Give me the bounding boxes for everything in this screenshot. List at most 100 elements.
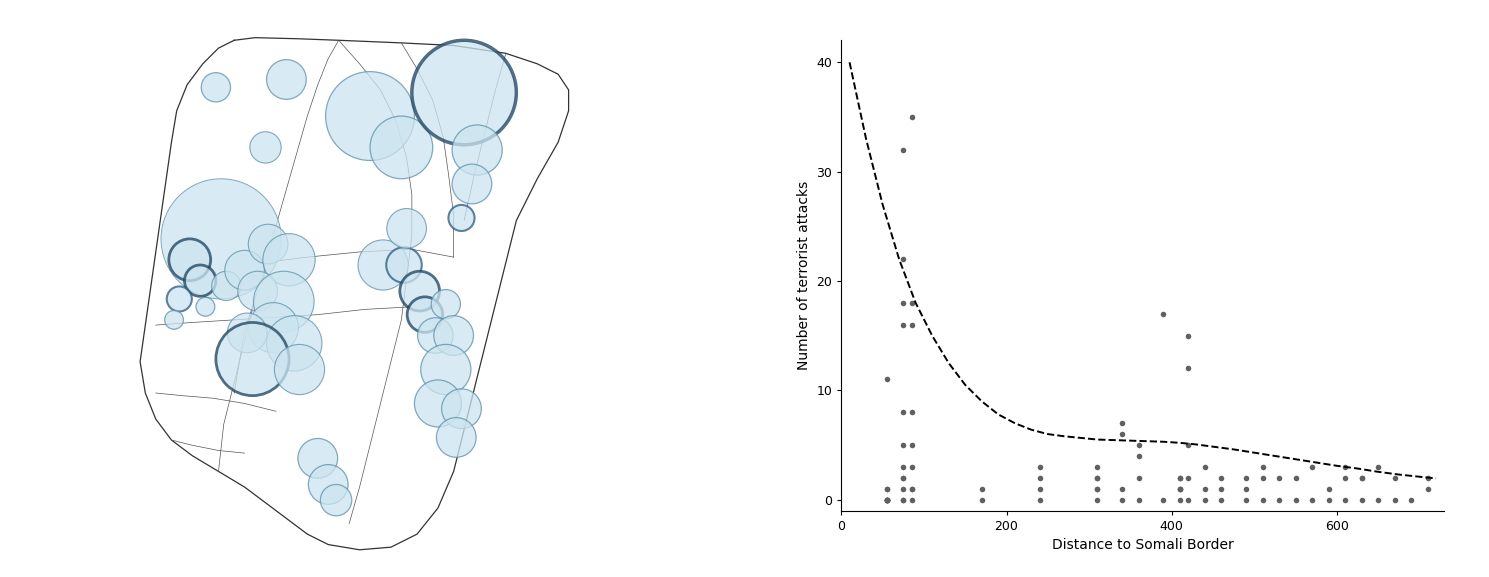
- Circle shape: [238, 271, 277, 311]
- Circle shape: [448, 205, 475, 231]
- Point: [1027, 473, 1051, 482]
- Point: [1383, 473, 1407, 482]
- Point: [1367, 462, 1391, 471]
- Point: [969, 484, 993, 493]
- Circle shape: [412, 40, 517, 145]
- Point: [1167, 473, 1191, 482]
- Point: [1085, 462, 1109, 471]
- Point: [892, 298, 916, 308]
- Point: [1111, 484, 1135, 493]
- Point: [1027, 495, 1051, 504]
- Circle shape: [357, 240, 408, 290]
- Point: [1251, 462, 1275, 471]
- Point: [876, 484, 899, 493]
- Circle shape: [168, 239, 210, 280]
- Circle shape: [161, 179, 281, 299]
- Circle shape: [267, 59, 307, 99]
- Point: [1316, 495, 1340, 504]
- Point: [876, 495, 899, 504]
- Circle shape: [308, 464, 348, 504]
- Circle shape: [274, 344, 325, 395]
- Point: [876, 484, 899, 493]
- Circle shape: [165, 310, 183, 329]
- Point: [1209, 473, 1233, 482]
- Point: [1176, 495, 1200, 504]
- Point: [1027, 462, 1051, 471]
- Point: [1251, 473, 1275, 482]
- Point: [1351, 473, 1374, 482]
- Point: [1167, 473, 1191, 482]
- Point: [899, 484, 923, 493]
- X-axis label: Distance to Somali Border: Distance to Somali Border: [1051, 538, 1234, 552]
- Point: [899, 484, 923, 493]
- Point: [1193, 484, 1217, 493]
- Point: [1300, 462, 1324, 471]
- Point: [969, 495, 993, 504]
- Point: [1176, 473, 1200, 482]
- Point: [1400, 495, 1423, 504]
- Point: [1416, 473, 1440, 482]
- Point: [1234, 495, 1258, 504]
- Point: [876, 495, 899, 504]
- Circle shape: [433, 316, 474, 355]
- Circle shape: [414, 380, 462, 427]
- Point: [1111, 418, 1135, 428]
- Point: [1085, 484, 1109, 493]
- Circle shape: [185, 265, 216, 297]
- Circle shape: [417, 318, 453, 353]
- Point: [876, 495, 899, 504]
- Point: [899, 113, 923, 122]
- Circle shape: [371, 116, 433, 179]
- Point: [1284, 495, 1307, 504]
- Circle shape: [401, 271, 439, 311]
- Point: [1234, 484, 1258, 493]
- Circle shape: [432, 290, 460, 319]
- Circle shape: [249, 302, 298, 353]
- Circle shape: [267, 316, 322, 371]
- Point: [892, 473, 916, 482]
- Point: [1027, 484, 1051, 493]
- Point: [1209, 495, 1233, 504]
- Point: [1167, 484, 1191, 493]
- Point: [1416, 484, 1440, 493]
- Circle shape: [253, 271, 314, 332]
- Circle shape: [436, 418, 476, 458]
- Circle shape: [211, 271, 241, 301]
- Circle shape: [249, 224, 287, 264]
- Point: [1193, 462, 1217, 471]
- Circle shape: [201, 73, 231, 102]
- Point: [899, 462, 923, 471]
- Point: [1333, 473, 1356, 482]
- Circle shape: [320, 485, 351, 516]
- Point: [899, 407, 923, 417]
- Point: [899, 495, 923, 504]
- Point: [1383, 495, 1407, 504]
- Point: [1167, 484, 1191, 493]
- Point: [892, 495, 916, 504]
- Point: [1351, 473, 1374, 482]
- Point: [892, 407, 916, 417]
- Point: [1167, 484, 1191, 493]
- Circle shape: [197, 297, 214, 316]
- Point: [876, 495, 899, 504]
- Point: [892, 495, 916, 504]
- Point: [1209, 484, 1233, 493]
- Circle shape: [264, 234, 316, 286]
- Circle shape: [228, 313, 267, 353]
- Point: [892, 484, 916, 493]
- Point: [899, 298, 923, 308]
- Point: [899, 320, 923, 329]
- Point: [1127, 440, 1151, 449]
- Point: [1351, 495, 1374, 504]
- Point: [1300, 495, 1324, 504]
- Point: [1151, 309, 1175, 319]
- Point: [1085, 484, 1109, 493]
- Circle shape: [167, 286, 192, 312]
- Point: [1127, 473, 1151, 482]
- Circle shape: [225, 250, 265, 290]
- Point: [1367, 495, 1391, 504]
- Circle shape: [216, 323, 289, 396]
- Circle shape: [387, 208, 426, 248]
- Point: [1176, 440, 1200, 449]
- Point: [892, 473, 916, 482]
